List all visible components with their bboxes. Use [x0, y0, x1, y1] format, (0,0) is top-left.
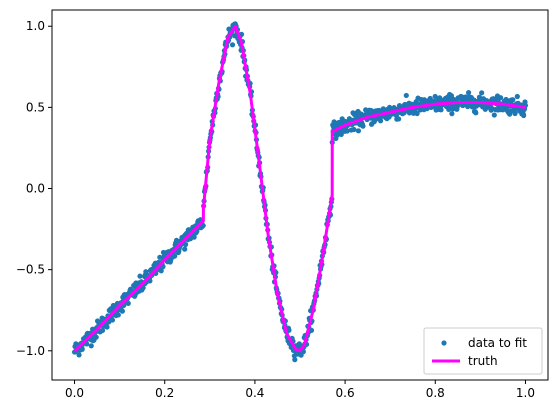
scatter-point: [396, 116, 402, 122]
scatter-point: [512, 110, 518, 117]
legend: data to fit truth: [423, 327, 543, 375]
x-tick-label: 0.0: [65, 386, 84, 400]
x-tick-label: 0.8: [426, 386, 445, 400]
scatter-point: [351, 126, 357, 133]
scatter-point: [473, 110, 479, 116]
scatter-point: [498, 95, 504, 101]
scatter-point: [510, 97, 516, 103]
x-tick-label: 0.4: [245, 386, 264, 400]
scatter-point: [182, 246, 188, 252]
scatter-point: [104, 324, 110, 330]
scatter-point: [143, 269, 149, 275]
scatter-point: [125, 300, 131, 306]
scatter-point: [403, 92, 409, 99]
scatter-point: [438, 107, 444, 113]
scatter-point: [308, 327, 315, 333]
scatter-point: [491, 112, 497, 118]
x-tick-label: 0.6: [336, 386, 355, 400]
scatter-point: [479, 90, 485, 96]
scatter-point: [157, 254, 163, 260]
scatter-point: [99, 327, 106, 334]
x-tick-label: 0.2: [155, 386, 174, 400]
scatter-point: [338, 131, 344, 137]
y-tick-label: 0.0: [26, 182, 45, 196]
scatter-point: [229, 42, 236, 48]
scatter-point: [344, 128, 350, 134]
scatter-point: [137, 273, 143, 279]
scatter-point: [414, 110, 420, 117]
y-axis: −1.0 −0.5 0.0 0.5 1.0: [16, 19, 52, 358]
legend-scatter-marker: [441, 340, 447, 346]
scatter-point: [76, 352, 82, 358]
scatter-point: [93, 334, 99, 340]
scatter-point: [360, 123, 366, 129]
scatter-point: [292, 357, 298, 363]
x-tick-label: 1.0: [516, 386, 535, 400]
scatter-point: [182, 241, 189, 248]
scatter-point: [158, 268, 164, 274]
scatter-point: [147, 278, 153, 284]
plot-frame: [51, 9, 549, 381]
x-axis: 0.0 0.2 0.4 0.6 0.8 1.0: [65, 380, 535, 400]
scatter-point: [449, 111, 455, 117]
legend-line-label: truth: [468, 354, 498, 368]
scatter-point: [355, 128, 362, 134]
legend-scatter-label: data to fit: [468, 336, 527, 350]
y-tick-label: −0.5: [16, 263, 45, 277]
y-tick-label: 1.0: [26, 19, 45, 33]
scatter-point: [377, 118, 384, 124]
scatter-point: [191, 234, 197, 240]
scatter-point: [514, 93, 520, 100]
scatter-point: [465, 89, 472, 96]
scatter-point: [115, 312, 121, 318]
scatter-point: [521, 112, 527, 119]
scatter-point: [172, 253, 178, 259]
truth-line: [73, 24, 526, 353]
scatter-point: [79, 346, 85, 352]
y-tick-label: −1.0: [16, 344, 45, 358]
scatter-point: [119, 308, 125, 314]
scatter-point: [109, 317, 116, 323]
scatter-point: [88, 343, 94, 349]
y-tick-label: 0.5: [26, 100, 45, 114]
